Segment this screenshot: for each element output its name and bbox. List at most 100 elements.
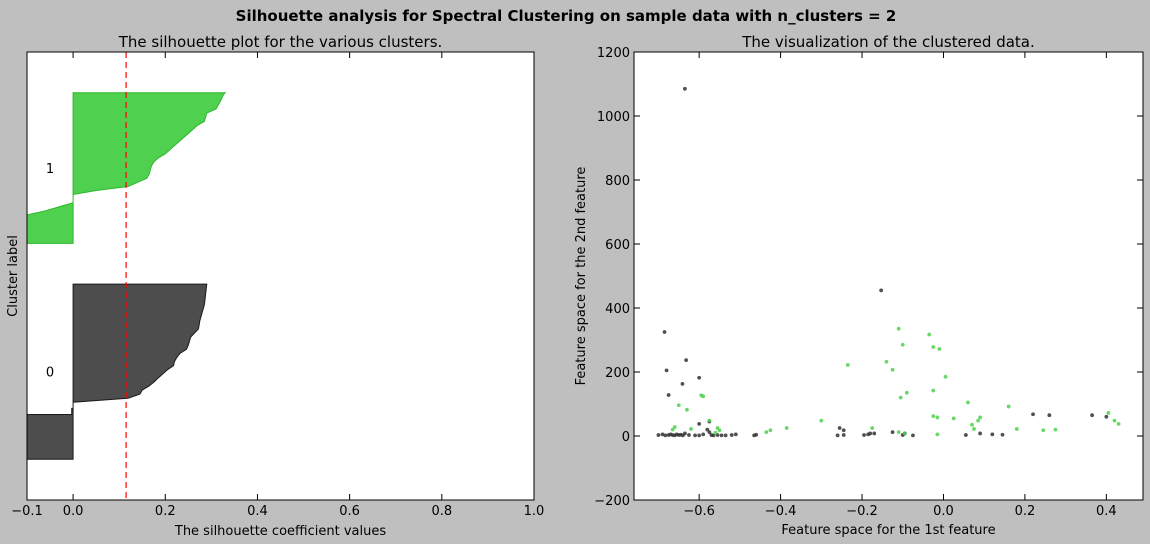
scatter-point-cluster-0 bbox=[680, 381, 685, 386]
x-tick-label: 0.0 bbox=[63, 504, 84, 519]
scatter-point-cluster-1 bbox=[935, 415, 940, 420]
scatter-point-cluster-1 bbox=[784, 426, 789, 430]
scatter-point-cluster-0 bbox=[707, 430, 712, 435]
scatter-point-cluster-1 bbox=[845, 363, 850, 367]
x-tick-label: −0.1 bbox=[11, 504, 43, 519]
scatter-point-cluster-1 bbox=[672, 425, 677, 429]
scatter-point-cluster-0 bbox=[705, 427, 710, 432]
scatter-point-cluster-0 bbox=[693, 433, 697, 438]
scatter-point-cluster-0 bbox=[683, 86, 687, 91]
scatter-point-cluster-1 bbox=[1006, 404, 1011, 409]
scatter-point-cluster-0 bbox=[1000, 432, 1005, 437]
scatter-plot-title: The visualization of the clustered data. bbox=[741, 33, 1035, 51]
scatter-plot-ylabel: Feature space for the 2nd feature bbox=[574, 167, 589, 386]
scatter-point-cluster-1 bbox=[670, 427, 675, 432]
scatter-point-cluster-0 bbox=[872, 431, 877, 436]
scatter-point-cluster-0 bbox=[733, 432, 738, 437]
scatter-point-cluster-0 bbox=[711, 433, 716, 438]
y-tick-label: 800 bbox=[605, 174, 630, 189]
scatter-point-cluster-1 bbox=[900, 342, 905, 347]
scatter-point-cluster-0 bbox=[841, 433, 846, 437]
scatter-point-cluster-0 bbox=[978, 431, 983, 436]
scatter-point-cluster-1 bbox=[943, 374, 948, 379]
scatter-point-cluster-0 bbox=[1031, 412, 1035, 417]
scatter-point-cluster-1 bbox=[689, 427, 693, 431]
x-tick-label: −0.4 bbox=[765, 504, 797, 519]
scatter-point-cluster-1 bbox=[951, 416, 956, 421]
scatter-point-cluster-1 bbox=[764, 430, 769, 435]
scatter-point-cluster-1 bbox=[970, 422, 974, 427]
scatter-point-cluster-0 bbox=[662, 330, 667, 334]
scatter-point-cluster-1 bbox=[966, 400, 970, 405]
scatter-point-cluster-1 bbox=[685, 407, 689, 412]
x-tick-label: 0.0 bbox=[933, 504, 954, 519]
scatter-point-cluster-0 bbox=[990, 432, 995, 437]
x-tick-label: 0.2 bbox=[1015, 504, 1036, 519]
scatter-point-cluster-1 bbox=[931, 388, 936, 393]
scatter-point-cluster-0 bbox=[660, 432, 665, 437]
silhouette-cluster-label: 0 bbox=[46, 366, 54, 381]
scatter-point-cluster-1 bbox=[972, 427, 976, 431]
scatter-point-cluster-1 bbox=[937, 347, 942, 351]
scatter-point-cluster-0 bbox=[862, 433, 866, 437]
scatter-point-cluster-0 bbox=[666, 393, 671, 397]
scatter-point-cluster-1 bbox=[931, 414, 936, 419]
scatter-plot-ticks: −0.6 −0.4 −0.2 0.0 0.2 0.4 −200 0 200 400 600 800 10… bbox=[594, 46, 1143, 519]
cluster-scatter-plot: The visualization of the clustered data.… bbox=[574, 33, 1144, 538]
scatter-point-cluster-0 bbox=[723, 433, 728, 438]
scatter-point-cluster-0 bbox=[835, 433, 840, 438]
scatter-point-cluster-0 bbox=[1090, 413, 1094, 418]
scatter-point-cluster-0 bbox=[684, 358, 689, 363]
x-tick-label: 0.4 bbox=[247, 504, 268, 519]
scatter-point-cluster-1 bbox=[819, 418, 824, 423]
scatter-point-cluster-0 bbox=[664, 368, 669, 373]
scatter-point-cluster-0 bbox=[687, 433, 691, 437]
x-tick-label: 0.2 bbox=[155, 504, 176, 519]
scatter-point-cluster-1 bbox=[870, 426, 875, 430]
y-tick-label: −200 bbox=[594, 494, 630, 509]
x-tick-label: 0.6 bbox=[339, 504, 360, 519]
scatter-point-cluster-0 bbox=[663, 433, 668, 438]
scatter-point-cluster-1 bbox=[1041, 428, 1046, 433]
scatter-point-cluster-1 bbox=[884, 359, 889, 364]
scatter-point-cluster-0 bbox=[841, 428, 846, 433]
scatter-point-cluster-0 bbox=[656, 433, 661, 437]
x-tick-label: 0.8 bbox=[431, 504, 452, 519]
scatter-point-cluster-0 bbox=[683, 431, 687, 436]
scatter-point-cluster-1 bbox=[717, 428, 722, 433]
scatter-point-cluster-1 bbox=[676, 403, 681, 408]
x-tick-label: −0.6 bbox=[683, 504, 715, 519]
scatter-point-cluster-1 bbox=[701, 394, 706, 399]
silhouette-cluster-1 bbox=[26, 92, 227, 244]
scatter-point-cluster-0 bbox=[890, 430, 895, 435]
silhouette-plot-frame bbox=[26, 51, 535, 501]
silhouette-plot-marks: 01 bbox=[26, 52, 227, 500]
x-tick-label: −0.2 bbox=[846, 504, 878, 519]
scatter-point-cluster-1 bbox=[1106, 411, 1111, 415]
y-tick-label: 0 bbox=[622, 430, 630, 445]
scatter-point-cluster-1 bbox=[902, 431, 907, 436]
scatter-point-cluster-0 bbox=[719, 433, 724, 438]
silhouette-plot: The silhouette plot for the various clus… bbox=[6, 33, 544, 539]
scatter-point-cluster-0 bbox=[1047, 413, 1052, 418]
scatter-point-cluster-0 bbox=[697, 375, 702, 380]
scatter-point-cluster-0 bbox=[1104, 414, 1109, 419]
scatter-point-cluster-1 bbox=[978, 415, 983, 420]
scatter-point-cluster-0 bbox=[697, 421, 702, 426]
scatter-point-cluster-0 bbox=[911, 433, 915, 438]
scatter-point-cluster-1 bbox=[1014, 427, 1019, 431]
scatter-point-cluster-1 bbox=[898, 395, 903, 400]
scatter-point-cluster-1 bbox=[768, 428, 773, 433]
scatter-point-cluster-1 bbox=[713, 430, 718, 435]
y-tick-label: 600 bbox=[605, 238, 630, 253]
scatter-point-cluster-0 bbox=[701, 432, 706, 437]
scatter-plot-frame bbox=[633, 51, 1144, 501]
scatter-point-cluster-1 bbox=[707, 418, 712, 423]
scatter-plot-xlabel: Feature space for the 1st feature bbox=[781, 523, 995, 538]
scatter-point-cluster-0 bbox=[697, 433, 702, 438]
scatter-point-cluster-0 bbox=[879, 288, 884, 293]
scatter-point-cluster-1 bbox=[896, 430, 901, 435]
silhouette-plot-title: The silhouette plot for the various clus… bbox=[118, 33, 443, 51]
x-tick-label: 1.0 bbox=[524, 504, 545, 519]
